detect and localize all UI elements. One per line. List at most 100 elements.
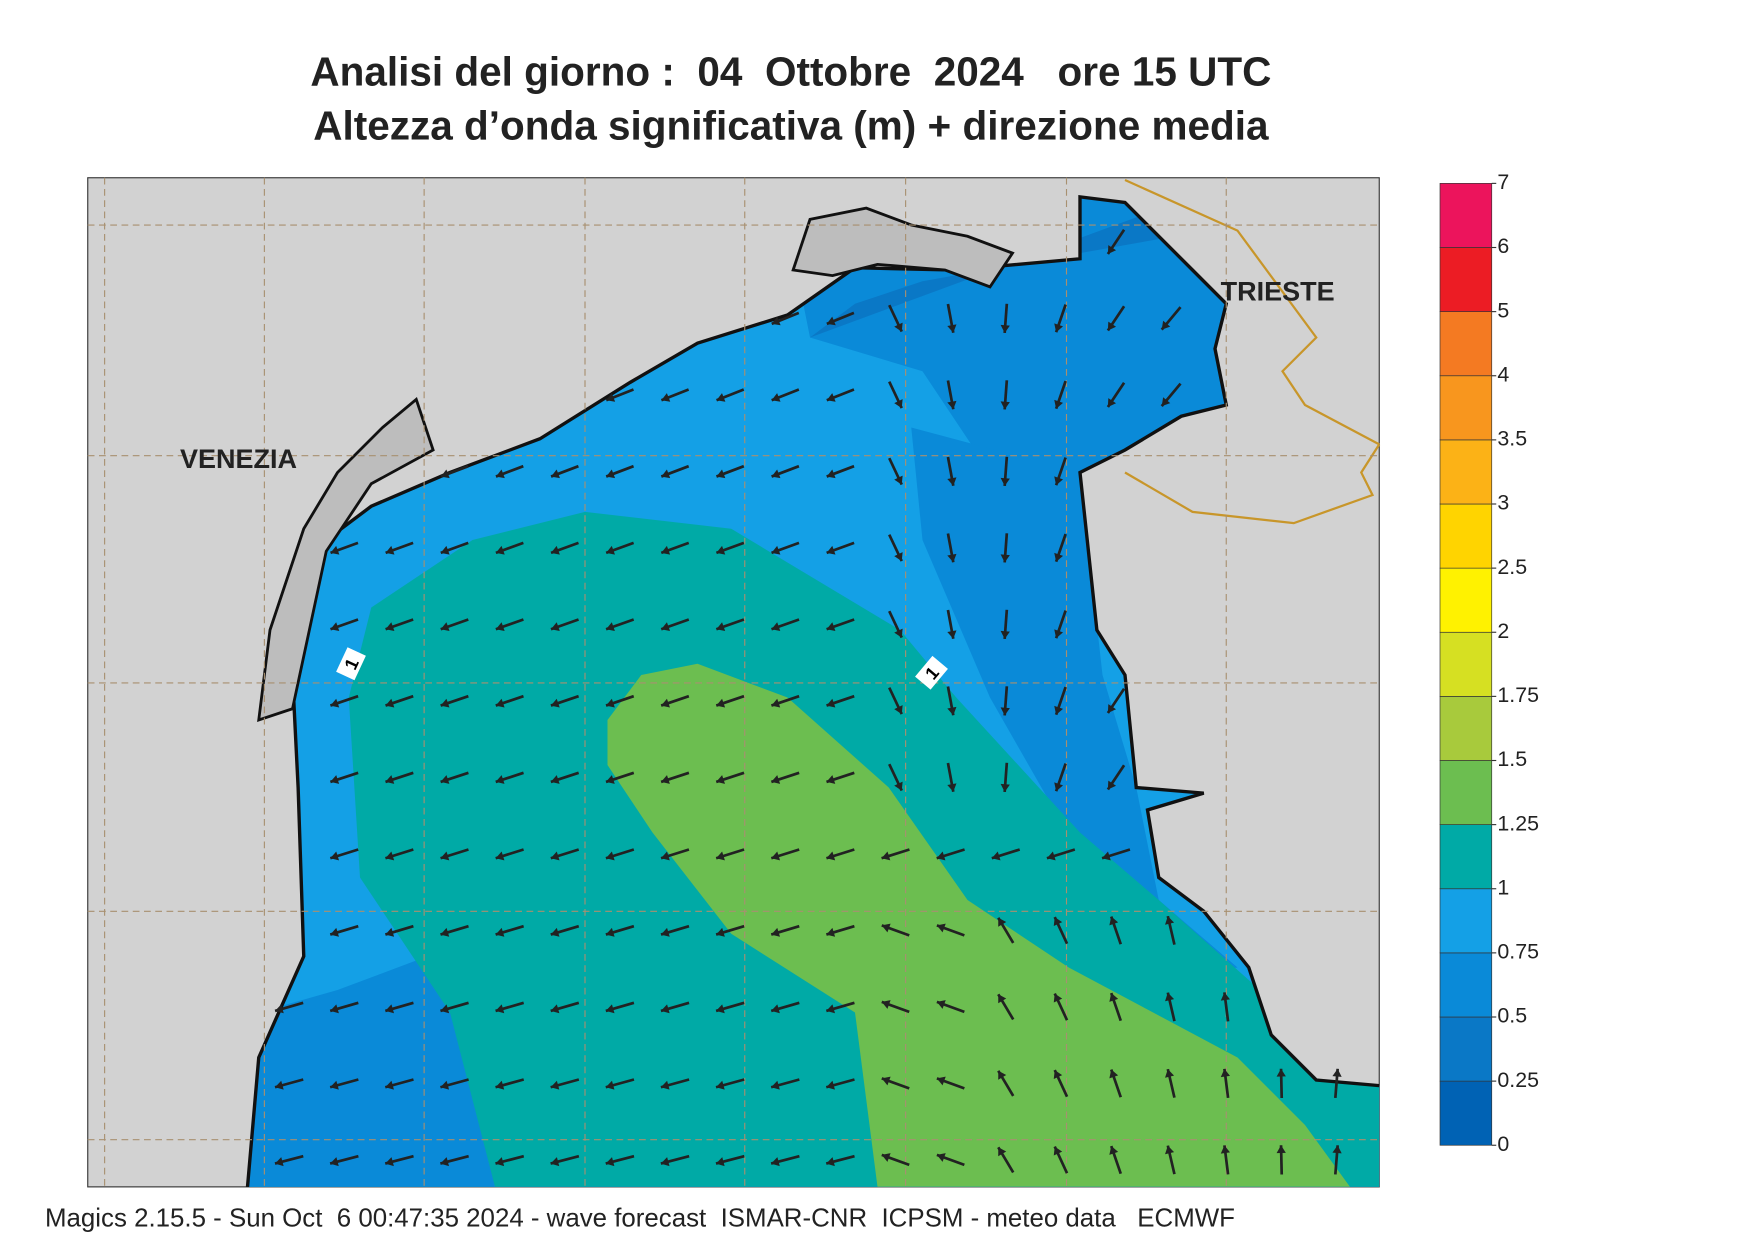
contour-label: 1 xyxy=(336,647,366,681)
direction-arrow-head xyxy=(385,545,395,555)
direction-arrow-head xyxy=(881,1000,891,1009)
direction-arrow-head xyxy=(550,622,560,632)
title-line: Altezza d’onda significativa (m) + direz… xyxy=(313,103,1269,149)
colorbar-tick-label: 4 xyxy=(1497,362,1509,386)
direction-arrow-head xyxy=(1107,780,1117,790)
direction-arrow-head xyxy=(606,393,616,402)
direction-arrow-head xyxy=(1107,398,1117,408)
direction-arrow-head xyxy=(605,851,615,861)
direction-arrow-head xyxy=(495,698,505,708)
direction-arrow-head xyxy=(661,698,670,708)
direction-arrow-head xyxy=(771,851,781,861)
direction-arrow-head xyxy=(661,545,671,555)
direction-arrow-head xyxy=(1109,1069,1119,1079)
direction-arrow-head xyxy=(826,927,836,937)
direction-arrow-head xyxy=(385,622,395,632)
direction-arrow-head xyxy=(894,628,903,638)
coastline xyxy=(245,194,1380,1188)
direction-arrow-head xyxy=(826,851,836,861)
direction-arrow-head xyxy=(495,622,505,632)
colorbar-tick-label: 1 xyxy=(1497,875,1509,899)
direction-arrow-head xyxy=(661,393,671,402)
direction-arrow-head xyxy=(826,622,836,632)
colorbar-tick-label: 1.5 xyxy=(1497,747,1527,771)
direction-arrow-head xyxy=(826,469,836,479)
direction-arrow-head xyxy=(1107,704,1117,714)
direction-arrow-head xyxy=(1054,552,1064,562)
direction-arrow-head xyxy=(330,698,340,708)
direction-arrow-head xyxy=(947,706,957,716)
direction-arrow-head xyxy=(936,1076,946,1086)
direction-arrow-head xyxy=(1165,992,1175,1002)
direction-arrow-head xyxy=(716,469,726,479)
colorbar-tick-label: 1.25 xyxy=(1497,811,1539,835)
direction-arrow-head xyxy=(660,1157,670,1167)
direction-arrow-head xyxy=(826,1080,835,1090)
direction-arrow-head xyxy=(550,1004,560,1014)
colorbar-band xyxy=(1439,183,1493,248)
colorbar-tick-label: 0.5 xyxy=(1497,1004,1527,1028)
direction-arrow-head xyxy=(606,698,615,708)
direction-arrow-head xyxy=(495,851,505,861)
direction-arrow-head xyxy=(440,698,450,708)
direction-arrow-head xyxy=(440,545,450,555)
direction-arrow-head xyxy=(1161,397,1171,407)
direction-arrow-head xyxy=(551,469,560,479)
direction-arrow-head xyxy=(661,469,671,479)
colorbar-tick-label: 6 xyxy=(1497,234,1509,258)
direction-arrow-head xyxy=(947,324,957,333)
direction-arrow-head xyxy=(716,393,726,402)
direction-arrow-head xyxy=(1165,916,1175,925)
direction-arrow-head xyxy=(495,775,505,784)
direction-arrow-head xyxy=(826,393,836,402)
direction-arrows xyxy=(274,228,1342,1175)
colorbar-band xyxy=(1439,760,1493,825)
direction-arrow-head xyxy=(385,1080,394,1090)
direction-arrow-head xyxy=(1053,917,1063,927)
direction-arrow-head xyxy=(998,994,1007,1004)
direction-arrow-head xyxy=(1165,1069,1175,1078)
direction-arrow-head xyxy=(330,927,339,937)
wave-region xyxy=(911,427,1238,979)
colorbar-band xyxy=(1439,824,1493,890)
direction-arrow-head xyxy=(550,1157,560,1167)
direction-arrow-head xyxy=(550,851,560,861)
direction-arrow-head xyxy=(716,927,725,937)
wave-region xyxy=(247,956,495,1187)
direction-arrow-head xyxy=(715,1157,725,1167)
direction-arrow-head xyxy=(881,1076,891,1086)
direction-arrow-head xyxy=(330,775,340,784)
footer: Magics 2.15.5 - Sun Oct 6 00:47:35 2024 … xyxy=(45,1204,1235,1232)
colorbar-band xyxy=(1439,952,1493,1018)
direction-arrow-head xyxy=(998,1070,1007,1080)
direction-arrow-head xyxy=(936,851,946,861)
direction-arrow-head xyxy=(275,1080,284,1090)
direction-arrow-head xyxy=(440,1080,450,1090)
direction-arrow-head xyxy=(771,545,781,555)
direction-arrow-head xyxy=(385,927,395,937)
map: VENEZIA TRIESTE 1 1 xyxy=(87,177,1381,1188)
colorbar-band xyxy=(1439,1080,1493,1146)
direction-arrow-head xyxy=(947,400,957,410)
direction-arrow-head xyxy=(826,545,836,555)
direction-arrow-head xyxy=(605,775,615,784)
direction-arrow-head xyxy=(1220,1068,1230,1078)
direction-arrow-head xyxy=(385,1004,395,1014)
direction-arrow-head xyxy=(894,399,903,409)
direction-arrow-head xyxy=(771,393,781,402)
direction-arrow-head xyxy=(936,1153,946,1162)
direction-arrow-head xyxy=(606,622,615,632)
direction-arrow-head xyxy=(661,775,670,784)
direction-arrow-head xyxy=(275,1004,284,1014)
direction-arrow-head xyxy=(330,851,340,861)
direction-arrow-head xyxy=(936,1000,946,1009)
direction-arrow-head xyxy=(550,1080,560,1090)
direction-arrow-head xyxy=(771,316,781,326)
direction-arrow-head xyxy=(1107,321,1117,331)
direction-arrow-head xyxy=(1000,630,1010,639)
direction-arrow-head xyxy=(330,1004,339,1014)
colorbar-tick-label: 3.5 xyxy=(1497,427,1527,451)
direction-arrow-head xyxy=(947,783,957,792)
direction-arrow-head xyxy=(1161,320,1171,330)
direction-arrow-head xyxy=(716,1004,725,1014)
